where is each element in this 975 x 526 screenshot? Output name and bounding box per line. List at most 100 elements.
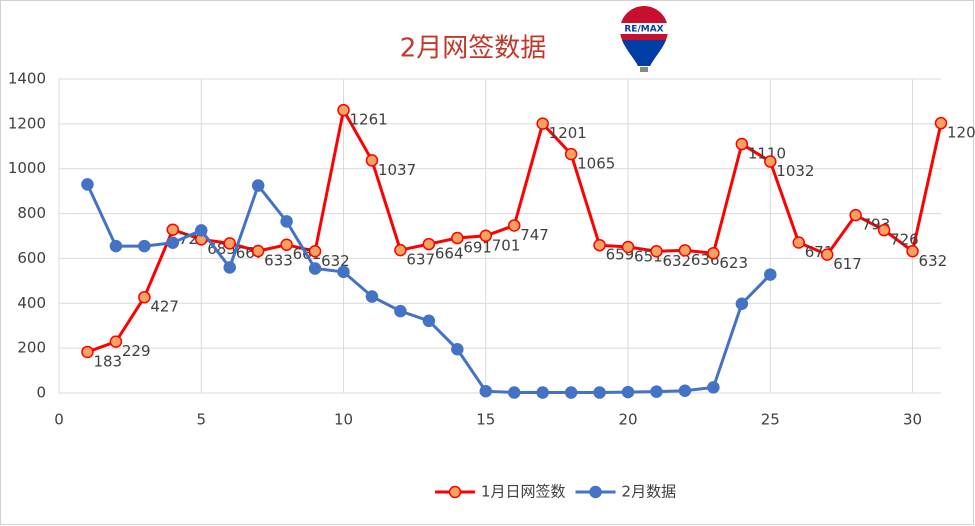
logo-basket [640, 67, 648, 72]
legend-marker [589, 485, 602, 499]
data-label: 633 [264, 252, 293, 270]
legend-label: 2月数据 [622, 483, 677, 501]
data-point [650, 385, 663, 398]
data-point [166, 223, 180, 236]
y-tick-label: 800 [17, 204, 46, 222]
y-tick-label: 0 [36, 384, 46, 402]
data-point [593, 238, 606, 252]
y-tick-label: 600 [17, 249, 46, 267]
data-point [195, 224, 208, 237]
data-point [280, 215, 293, 228]
x-tick-label: 20 [618, 411, 637, 429]
data-point [507, 386, 521, 399]
data-point [564, 386, 578, 399]
data-point [81, 345, 94, 359]
data-label: 637 [406, 251, 435, 269]
data-point [138, 290, 151, 304]
logo-text: RE/MAX [624, 25, 663, 35]
logo-band [620, 23, 668, 34]
legend-marker [448, 485, 462, 499]
data-point [621, 240, 635, 254]
data-point [678, 244, 692, 257]
data-label: 632 [321, 252, 350, 270]
data-label: 726 [890, 231, 919, 249]
data-point [422, 237, 436, 251]
data-point [564, 147, 578, 161]
data-point [109, 335, 123, 348]
data-label: 701 [492, 236, 521, 254]
y-tick-label: 1400 [8, 70, 46, 88]
data-point [451, 343, 464, 356]
data-point [650, 245, 663, 258]
x-tick-label: 5 [196, 411, 206, 429]
legend-label: 1月日网签数 [481, 483, 566, 501]
data-label: 664 [435, 245, 464, 263]
data-label: 183 [93, 352, 122, 370]
x-tick-label: 0 [54, 411, 64, 429]
y-tick-label: 200 [17, 339, 46, 357]
data-point [707, 247, 720, 260]
x-tick-label: 30 [903, 411, 922, 429]
data-point [536, 386, 549, 399]
data-label: 1065 [577, 155, 615, 173]
data-label: 1032 [776, 162, 814, 180]
data-label: 747 [520, 226, 549, 244]
data-label: 1037 [378, 161, 416, 179]
data-point [507, 219, 521, 232]
data-point [707, 381, 720, 394]
data-label: 229 [122, 342, 151, 360]
data-point [764, 155, 777, 168]
data-point [678, 384, 692, 398]
data-point [479, 229, 493, 243]
data-point [621, 385, 635, 399]
data-point [109, 239, 123, 253]
data-point [792, 236, 805, 249]
data-label: 1203 [947, 124, 975, 142]
data-point [166, 236, 180, 249]
data-point [365, 154, 379, 167]
data-point [394, 243, 407, 257]
data-point [337, 265, 350, 279]
data-point [251, 244, 265, 258]
y-tick-label: 1000 [8, 159, 46, 177]
data-point [451, 231, 464, 245]
data-point [251, 179, 265, 192]
data-point [280, 238, 293, 251]
data-point [934, 116, 948, 130]
x-tick-label: 10 [334, 411, 353, 429]
data-point [422, 314, 436, 328]
data-point [877, 223, 891, 237]
data-label: 632 [919, 252, 948, 270]
data-point [906, 245, 919, 258]
y-tick-label: 400 [17, 294, 46, 312]
data-point [394, 304, 407, 318]
data-label: 617 [833, 255, 862, 273]
data-point [479, 384, 493, 398]
chart-title: 2月网签数据 [400, 34, 547, 64]
data-point [223, 237, 236, 250]
data-point [81, 178, 94, 191]
data-point [337, 103, 350, 117]
logo-balloon-bottom [622, 40, 666, 66]
data-label: 1261 [350, 111, 388, 129]
logo: RE/MAX [620, 6, 668, 72]
x-tick-label: 15 [476, 411, 495, 429]
data-point [138, 239, 151, 253]
data-point [536, 117, 549, 130]
data-point [735, 297, 749, 310]
x-tick-label: 25 [761, 411, 780, 429]
data-label: 623 [719, 254, 748, 272]
data-label: 691 [463, 239, 492, 257]
data-point [308, 245, 322, 258]
data-point [735, 137, 749, 151]
data-point [365, 290, 379, 303]
data-label: 1201 [549, 124, 587, 142]
data-point [849, 208, 862, 222]
data-point [308, 262, 322, 275]
y-tick-label: 1200 [8, 114, 46, 132]
data-point [593, 386, 606, 399]
data-point [820, 248, 834, 261]
data-point [223, 261, 236, 274]
data-point [764, 268, 777, 281]
